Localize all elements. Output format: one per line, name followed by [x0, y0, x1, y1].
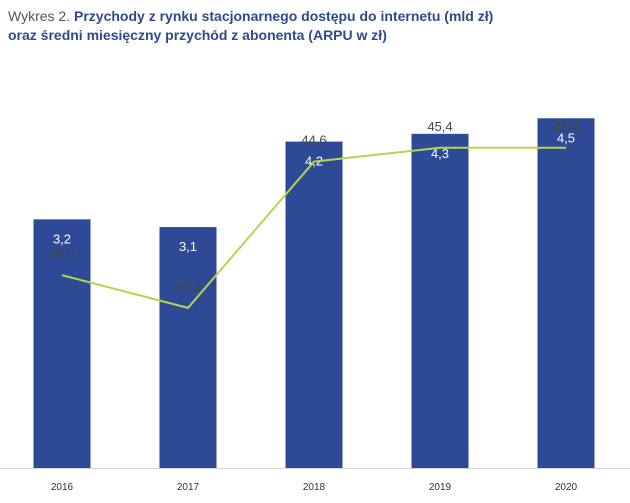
- bar-2020: [537, 118, 595, 469]
- x-tick-label-2020: 2020: [555, 482, 578, 493]
- x-tick-label-2017: 2017: [177, 482, 200, 493]
- bar-2017: [159, 227, 217, 468]
- bar-2018: [285, 141, 343, 468]
- chart-title-line2: oraz średni miesięczny przychód z abonen…: [8, 27, 387, 43]
- x-tick-label-2019: 2019: [429, 482, 452, 493]
- bar-2016: [33, 219, 91, 468]
- chart-title-line1: Przychody z rynku stacjonarnego dostępu …: [74, 8, 494, 24]
- x-tick-label-2016: 2016: [51, 482, 74, 493]
- arpu-value-label-2017: 36,1: [175, 279, 200, 294]
- arpu-value-label-2018: 44,6: [301, 133, 326, 148]
- bar-value-label-2016: 3,2: [53, 231, 71, 246]
- x-tick-label-2018: 2018: [303, 482, 326, 493]
- arpu-value-label-2019: 45,4: [427, 119, 452, 134]
- arpu-value-label-2016: 38,0: [49, 246, 74, 261]
- bar-value-label-2017: 3,1: [179, 239, 197, 254]
- arpu-value-label-2020: 45,4: [553, 119, 578, 134]
- bar-value-label-2019: 4,3: [431, 146, 449, 161]
- chart-title-prefix: Wykres 2.: [8, 8, 71, 24]
- arpu-line: [61, 146, 566, 310]
- bar-2019: [411, 133, 469, 469]
- chart-title: Wykres 2. Przychody z rynku stacjonarneg…: [8, 7, 618, 45]
- bar-value-label-2020: 4,5: [557, 130, 575, 145]
